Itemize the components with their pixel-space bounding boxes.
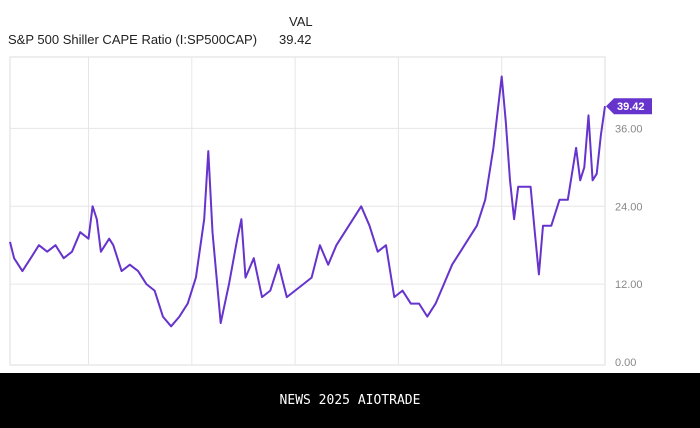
cape-line-chart: 0.00 12.00 24.00 36.00 39.42 [9, 56, 652, 369]
y-tick-label: 12.00 [615, 279, 643, 291]
value-column-header: VAL [289, 14, 313, 29]
last-value-marker [606, 98, 652, 115]
footer-banner: NEWS 2025 AIOTRADE [0, 373, 700, 428]
y-tick-label: 24.00 [615, 201, 643, 213]
plot-frame [9, 56, 606, 366]
current-value: 39.42 [279, 32, 312, 47]
cape-series-line [9, 75, 606, 328]
y-tick-label: 0.00 [615, 357, 636, 369]
series-name: S&P 500 Shiller CAPE Ratio (I:SP500CAP) [8, 32, 258, 47]
last-value-label: 39.42 [617, 101, 645, 113]
y-tick-label: 36.00 [615, 123, 643, 135]
